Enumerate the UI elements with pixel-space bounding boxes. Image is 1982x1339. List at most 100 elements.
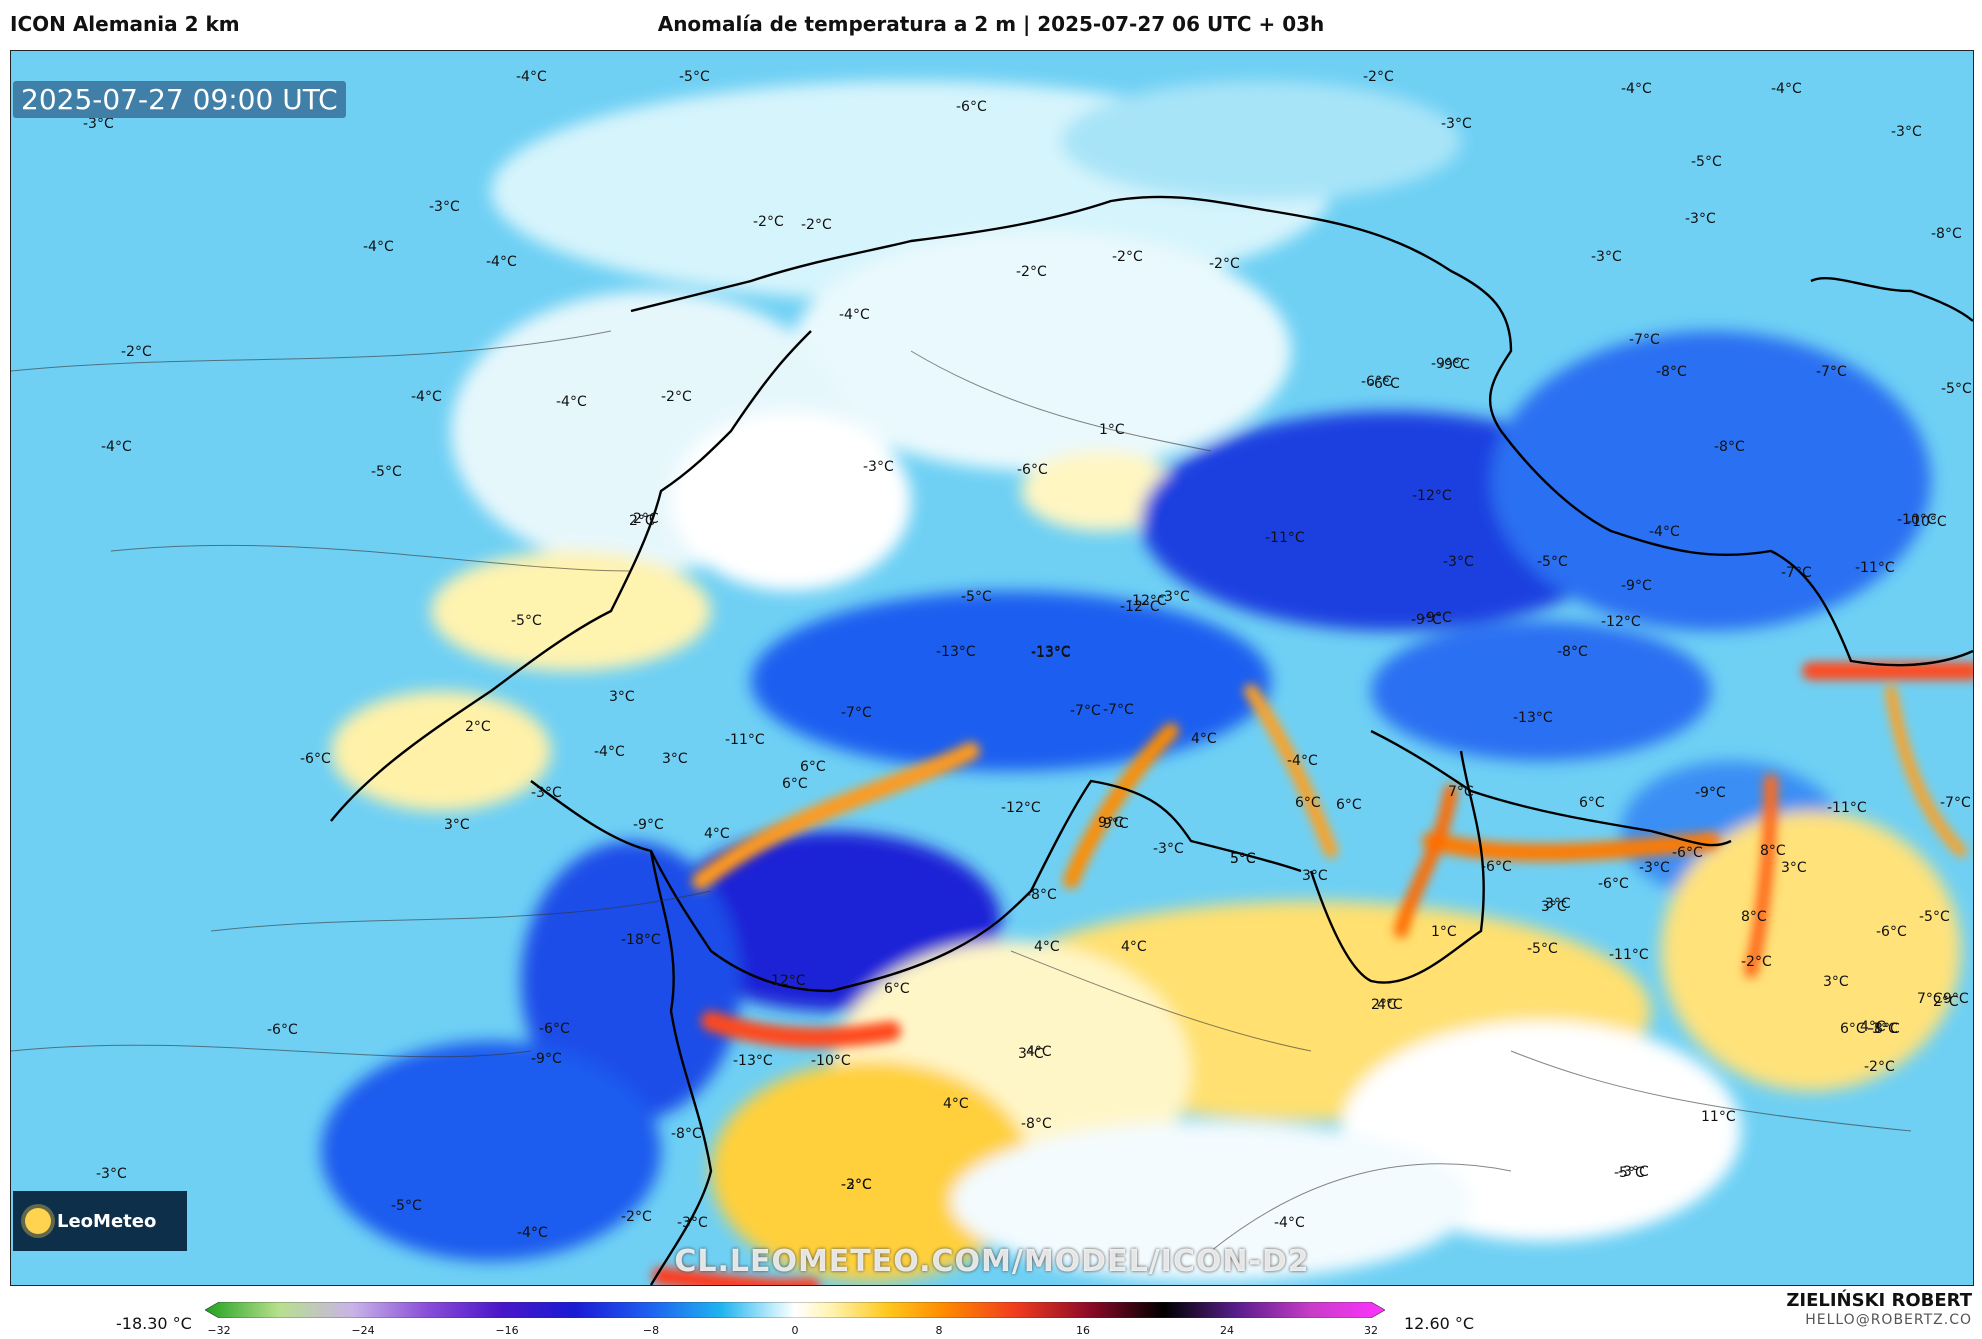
temperature-label: 1°C bbox=[1431, 924, 1457, 940]
leometeo-logo: LeoMeteo bbox=[13, 1191, 187, 1251]
temperature-label: -6°C bbox=[539, 1021, 570, 1037]
temperature-label: 5°C bbox=[1230, 851, 1256, 867]
temperature-label: -7°C bbox=[1816, 364, 1847, 380]
temperature-label: -4°C bbox=[594, 744, 625, 760]
region-borders bbox=[11, 330, 1912, 1252]
temperature-label: -3°C bbox=[429, 199, 460, 215]
temperature-label: -6°C bbox=[267, 1022, 298, 1038]
temperature-label: -12°C bbox=[1001, 800, 1041, 816]
temperature-label: -3°C bbox=[841, 1177, 872, 1193]
temperature-label: -4°C bbox=[363, 239, 394, 255]
colorbar-tick-label: 8 bbox=[935, 1324, 943, 1337]
temperature-label: -11°C bbox=[1827, 800, 1867, 816]
chart-title: Anomalía de temperatura a 2 m | 2025-07-… bbox=[657, 12, 1325, 36]
temperature-label: 6°C bbox=[782, 776, 808, 792]
temperature-label: -9°C bbox=[1695, 785, 1726, 801]
temperature-label: -2°C bbox=[801, 217, 832, 233]
temperature-label: -10°C bbox=[1897, 512, 1937, 528]
temperature-label: -9°C bbox=[1411, 612, 1442, 628]
temperature-label: -8°C bbox=[1869, 1021, 1900, 1037]
temperature-label: 3°C bbox=[1302, 868, 1328, 884]
temperature-label: -5°C bbox=[391, 1198, 422, 1214]
temperature-label: -10°C bbox=[1907, 514, 1947, 530]
temperature-label: -13°C bbox=[1031, 644, 1071, 660]
temperature-label: -8°C bbox=[1557, 644, 1588, 660]
colorbar bbox=[205, 1302, 1385, 1318]
model-url-watermark: CL.LEOMETEO.COM/MODEL/ICON-D2 bbox=[674, 1244, 1310, 1279]
logo-text: LeoMeteo bbox=[57, 1210, 157, 1232]
temperature-label: -4°C bbox=[1287, 753, 1318, 769]
valid-time-badge: 2025-07-27 09:00 UTC bbox=[13, 81, 346, 118]
temperature-label: -9°C bbox=[1439, 357, 1470, 373]
temperature-label: -4°C bbox=[1771, 81, 1802, 97]
temperature-label: 4°C bbox=[1121, 939, 1147, 955]
temperature-label: -2°C bbox=[621, 1209, 652, 1225]
temperature-label: -4°C bbox=[556, 394, 587, 410]
temperature-label: -2°C bbox=[841, 1177, 872, 1193]
temperature-label: -2°C bbox=[661, 389, 692, 405]
temperature-label: -13°C bbox=[1513, 710, 1553, 726]
colorbar-ticks: −32 −24 −16 −8 0 8 16 24 32 bbox=[205, 1324, 1385, 1338]
temperature-label: 7°C bbox=[1448, 784, 1474, 800]
temperature-label: 4°C bbox=[1026, 1044, 1052, 1060]
temperature-label: -7°C bbox=[1940, 795, 1971, 811]
temperature-label: -3°C bbox=[1153, 841, 1184, 857]
temperature-label: 4°C bbox=[943, 1096, 969, 1112]
temperature-label: -8°C bbox=[1656, 364, 1687, 380]
temperature-label: -12°C bbox=[1120, 599, 1160, 615]
temperature-label: 9°C bbox=[1943, 991, 1969, 1007]
temperature-labels: -4°C -5°C-3°C-6°C-4°C-2°C-3°C-4°C-9°C-3°C… bbox=[83, 69, 1972, 1241]
temperature-label: -7°C bbox=[841, 705, 872, 721]
temperature-label: 2°C bbox=[1933, 994, 1959, 1010]
temperature-label: -8°C bbox=[1026, 887, 1057, 903]
temperature-label: 6°C bbox=[800, 759, 826, 775]
colorbar-tick-label: 24 bbox=[1220, 1324, 1234, 1337]
temperature-label: 3°C bbox=[1781, 860, 1807, 876]
temperature-label: -4°C bbox=[486, 254, 517, 270]
temperature-label: -13°C bbox=[1031, 645, 1071, 661]
temperature-label: 9°C bbox=[1098, 815, 1124, 831]
temperature-label: -11°C bbox=[725, 732, 765, 748]
temperature-label: 6°C bbox=[1295, 795, 1321, 811]
temperature-label: -3°C bbox=[1591, 249, 1622, 265]
temperature-label: 2°C bbox=[465, 719, 491, 735]
temperature-label: -10°C bbox=[811, 1053, 851, 1069]
colorbar-tick-label: −8 bbox=[642, 1324, 660, 1337]
temperature-label: -13°C bbox=[733, 1053, 773, 1069]
temperature-label: -4°C bbox=[517, 1225, 548, 1241]
temperature-label: 9°C bbox=[1103, 816, 1129, 832]
map-canvas: -4°C -5°C-3°C-6°C-4°C-2°C-3°C-4°C-9°C-3°C… bbox=[11, 51, 1973, 1285]
temperature-label: -11°C bbox=[1609, 947, 1649, 963]
temperature-label: -8°C bbox=[1021, 1116, 1052, 1132]
temperature-label: -9°C bbox=[1431, 356, 1462, 372]
temperature-label: -8°C bbox=[1931, 226, 1962, 242]
temperature-label: 8°C bbox=[1741, 909, 1767, 925]
temperature-label: -4°C bbox=[1649, 524, 1680, 540]
min-value: -18.30 °C bbox=[116, 1314, 192, 1333]
temperature-label: -3°C bbox=[531, 785, 562, 801]
colorbar-tick-label: 32 bbox=[1364, 1324, 1378, 1337]
temperature-label: -5°C bbox=[961, 589, 992, 605]
temperature-label: -7°C bbox=[1103, 702, 1134, 718]
temperature-label: -6°C bbox=[1369, 376, 1400, 392]
colorbar-tick-label: 16 bbox=[1076, 1324, 1090, 1337]
temperature-label: -11°C bbox=[1265, 530, 1305, 546]
temperature-label: -7°C bbox=[1781, 565, 1812, 581]
temperature-label: 4°C bbox=[1034, 939, 1060, 955]
temperature-label: -6°C bbox=[1481, 859, 1512, 875]
temperature-label: 6°C bbox=[1336, 797, 1362, 813]
temperature-anomaly-map[interactable]: -4°C -5°C -3°C -6°C -4°C -2°C -3°C -4°C -9°C -3°C… bbox=[10, 50, 1974, 1286]
temperature-label: -6°C bbox=[1598, 876, 1629, 892]
temperature-label: 6°C bbox=[884, 981, 910, 997]
colorbar-tick-label: −32 bbox=[207, 1324, 231, 1337]
temperature-label: -9°C bbox=[633, 817, 664, 833]
temperature-label: 3°C bbox=[444, 817, 470, 833]
temperature-label: -2°C bbox=[1112, 249, 1143, 265]
temperature-label: -6°C bbox=[956, 99, 987, 115]
temperature-label: -3°C bbox=[1618, 1164, 1649, 1180]
temperature-label: -2°C bbox=[1864, 1059, 1895, 1075]
author-email: HELLO@ROBERTZ.CO bbox=[1805, 1312, 1972, 1328]
temperature-label: -6°C bbox=[300, 751, 331, 767]
sun-icon bbox=[25, 1208, 51, 1234]
temperature-label: 6°C bbox=[1579, 795, 1605, 811]
